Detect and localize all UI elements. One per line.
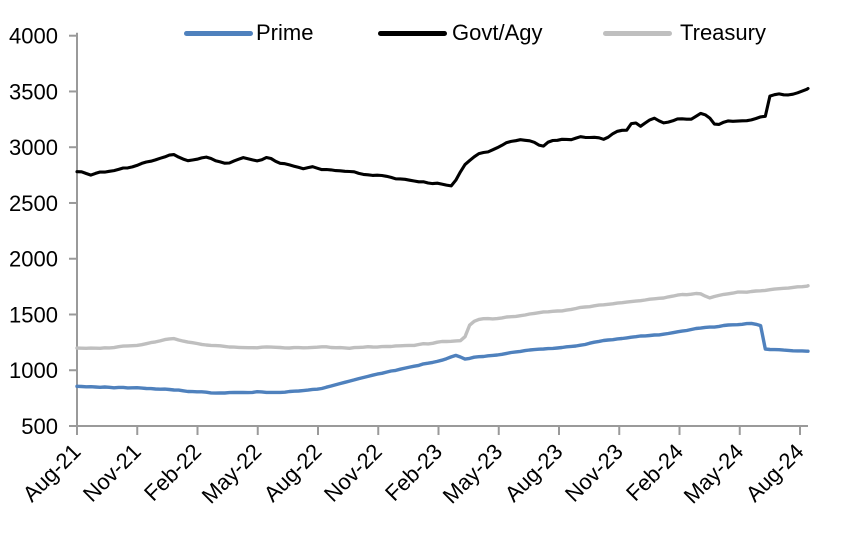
- svg-text:Nov-21: Nov-21: [78, 439, 146, 507]
- govt-agy-line-swatch-icon: [378, 31, 447, 36]
- svg-text:2500: 2500: [9, 191, 58, 216]
- svg-text:3500: 3500: [9, 79, 58, 104]
- svg-text:Aug-24: Aug-24: [741, 439, 809, 507]
- prime-line-swatch-icon: [184, 31, 253, 36]
- svg-text:3000: 3000: [9, 135, 58, 160]
- svg-text:2000: 2000: [9, 247, 58, 272]
- svg-text:1000: 1000: [9, 358, 58, 383]
- svg-text:Aug-23: Aug-23: [500, 439, 568, 507]
- legend-label-treasury: Treasury: [680, 20, 766, 45]
- svg-text:4000: 4000: [9, 24, 58, 49]
- svg-text:May-23: May-23: [438, 439, 508, 509]
- treasury-line-swatch-icon: [603, 31, 672, 36]
- svg-text:May-24: May-24: [679, 439, 749, 509]
- svg-text:Feb-23: Feb-23: [380, 439, 447, 506]
- svg-text:500: 500: [21, 414, 58, 439]
- svg-text:Feb-24: Feb-24: [621, 439, 688, 506]
- legend-label-prime: Prime: [256, 20, 314, 45]
- legend-label-govt-agy: Govt/Agy: [452, 20, 543, 45]
- svg-text:Feb-22: Feb-22: [139, 439, 206, 506]
- svg-text:Nov-23: Nov-23: [560, 439, 628, 507]
- svg-text:Nov-22: Nov-22: [319, 439, 387, 507]
- svg-text:Aug-21: Aug-21: [18, 439, 86, 507]
- svg-text:May-22: May-22: [197, 439, 267, 509]
- svg-text:1500: 1500: [9, 302, 58, 327]
- svg-text:Aug-22: Aug-22: [259, 439, 327, 507]
